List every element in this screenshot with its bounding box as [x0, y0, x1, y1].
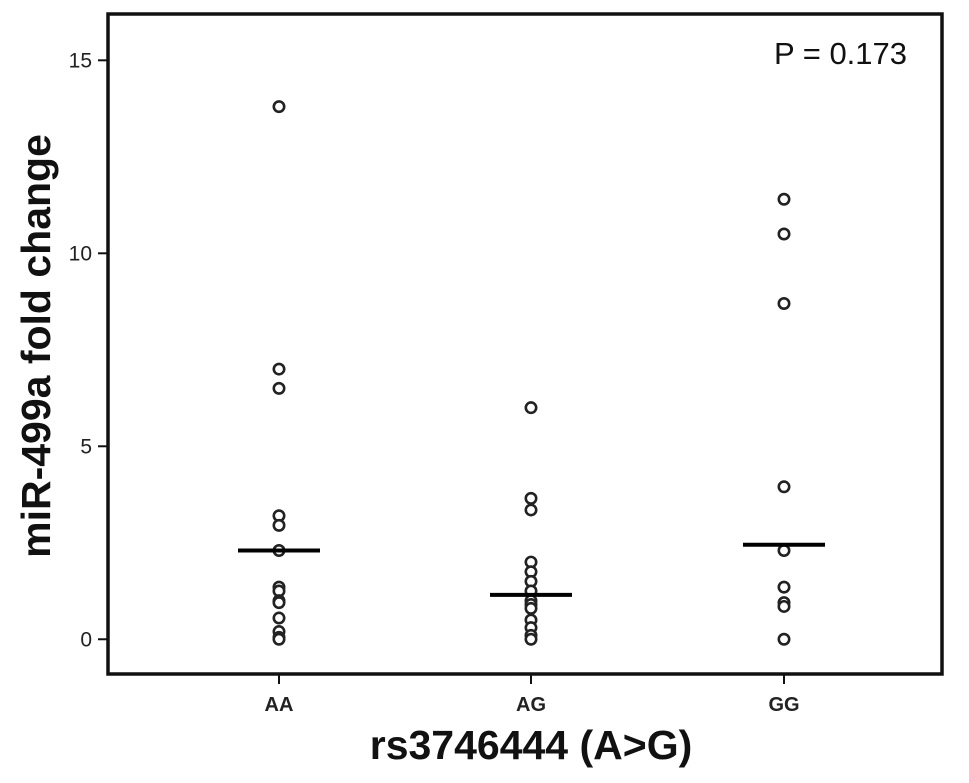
data-point — [777, 632, 791, 646]
data-point — [777, 543, 791, 557]
data-point — [524, 491, 538, 505]
data-point — [524, 632, 538, 646]
data-point — [272, 381, 286, 395]
plot-frame — [106, 12, 944, 676]
median-lines — [238, 542, 825, 597]
x-tick-label: AG — [516, 694, 546, 716]
x-axis: AA AG GG — [265, 674, 800, 716]
data-point — [777, 192, 791, 206]
data-point — [272, 596, 286, 610]
p-value-annotation: P = 0.173 — [774, 36, 907, 71]
y-axis-title: miR-499a fold change — [13, 134, 59, 558]
data-point — [272, 362, 286, 376]
x-tick-label: AA — [265, 694, 294, 716]
x-axis-title: rs3746444 (A>G) — [370, 722, 693, 768]
data-points — [272, 100, 791, 646]
data-point — [777, 480, 791, 494]
y-tick-label: 5 — [80, 435, 92, 458]
y-axis: 0 5 10 15 — [69, 49, 108, 651]
x-tick-label: GG — [768, 694, 799, 716]
data-point — [777, 227, 791, 241]
data-point — [524, 503, 538, 517]
data-point — [777, 599, 791, 613]
data-point — [272, 611, 286, 625]
y-tick-label: 0 — [80, 628, 92, 651]
y-tick-label: 15 — [69, 49, 92, 72]
data-point — [272, 632, 286, 646]
data-point — [524, 401, 538, 415]
data-point — [272, 100, 286, 114]
data-point — [524, 601, 538, 615]
data-point — [777, 580, 791, 594]
y-tick-label: 10 — [69, 242, 92, 265]
data-point — [777, 296, 791, 310]
data-point — [272, 518, 286, 532]
